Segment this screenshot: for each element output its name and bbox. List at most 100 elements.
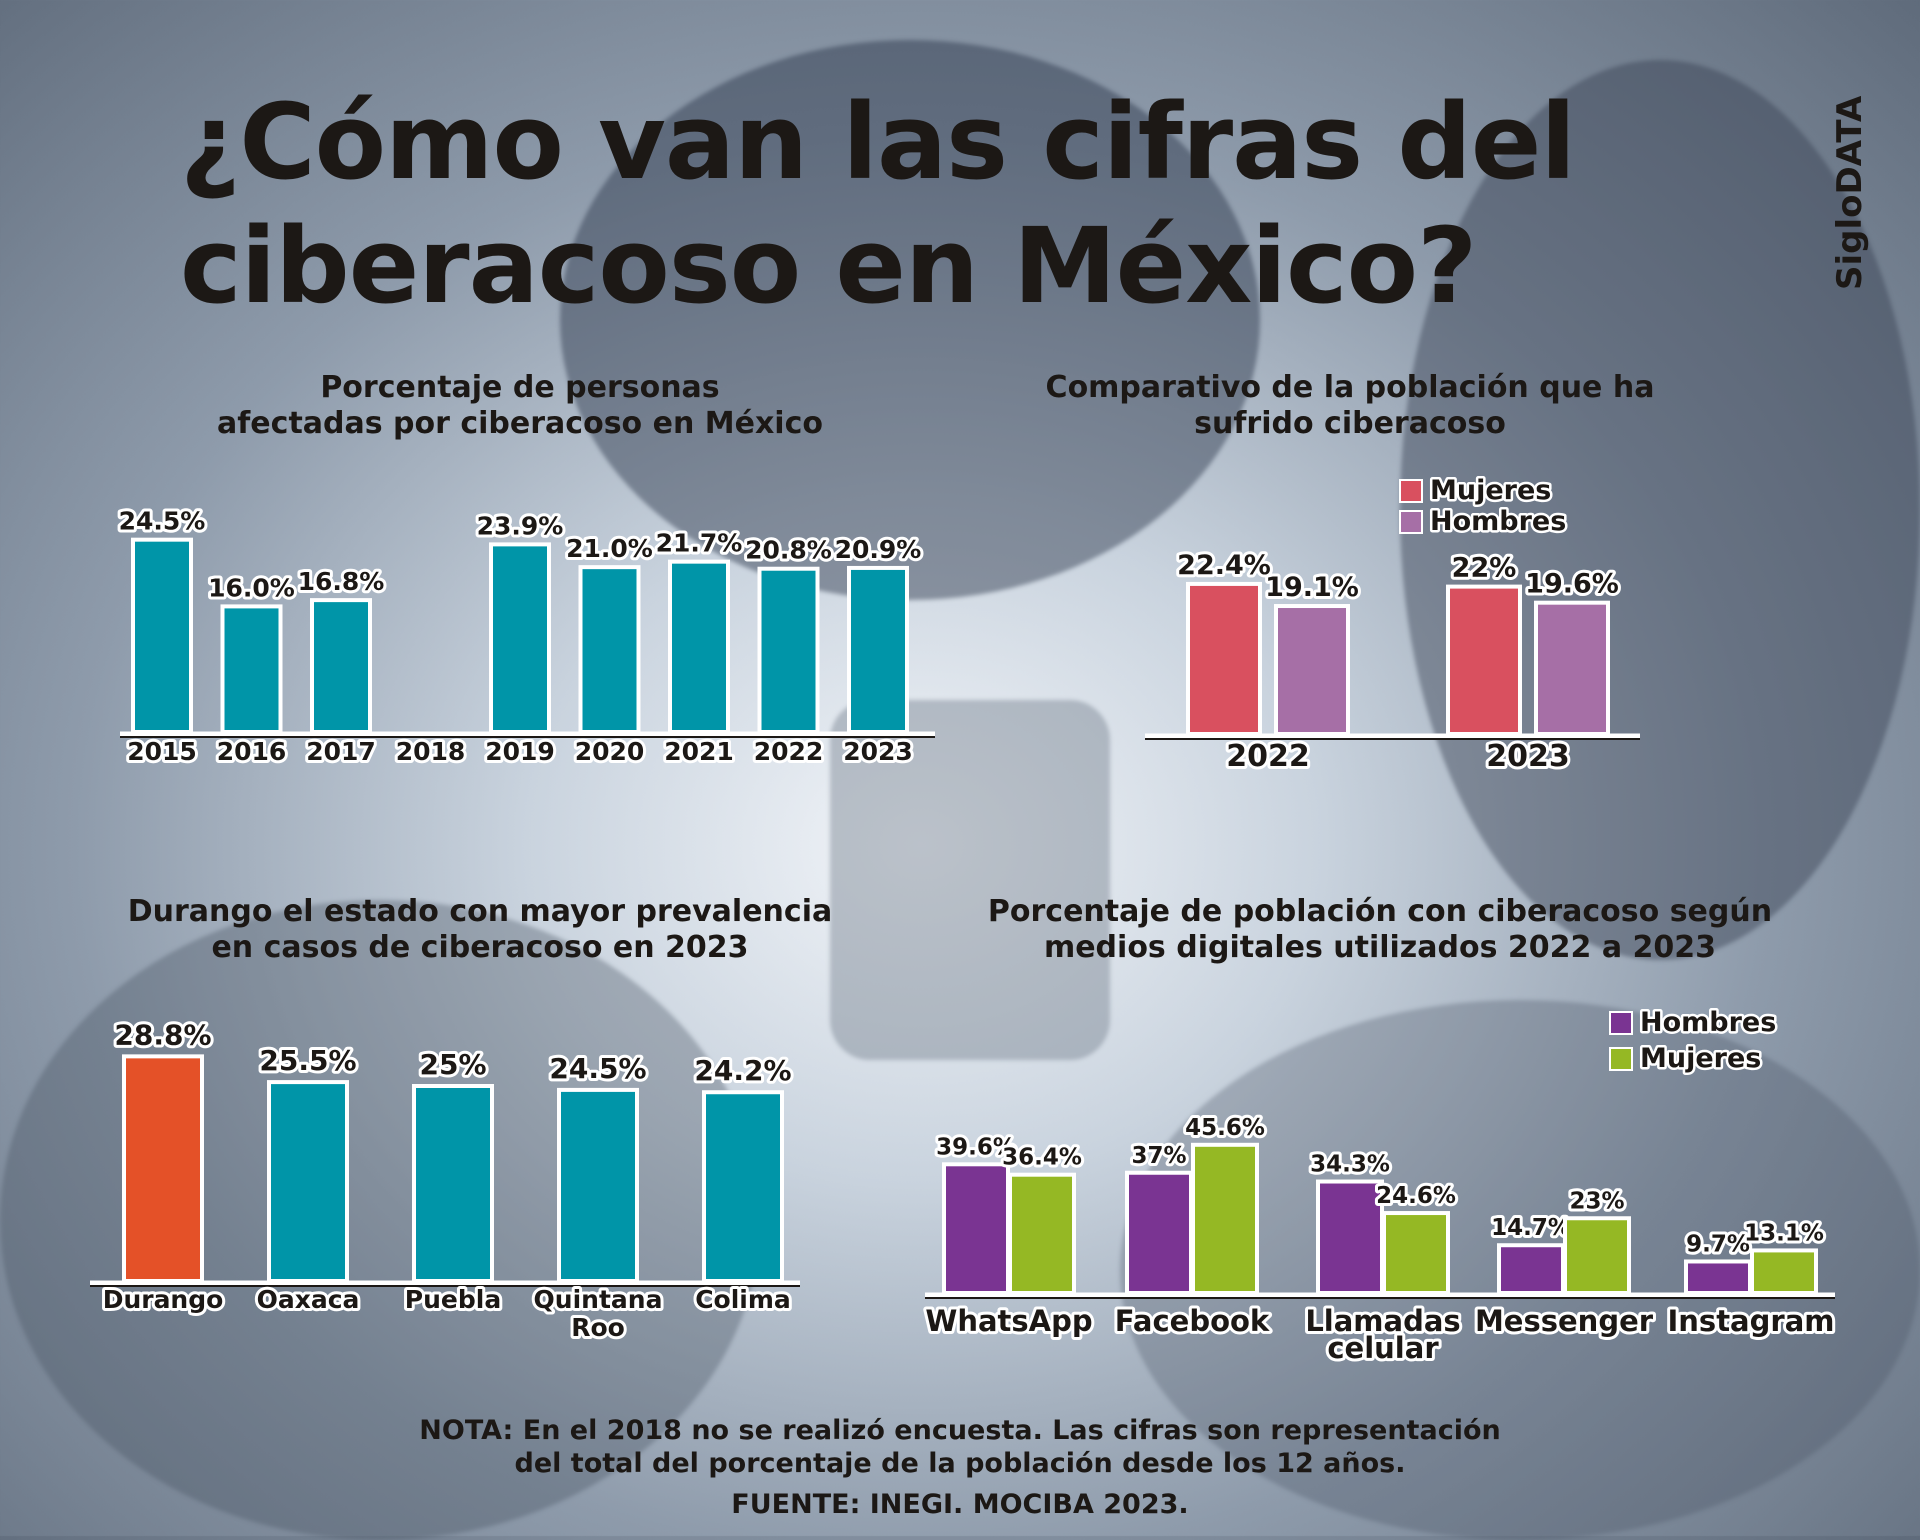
chart4-data-label-hombres-whatsapp: 39.6% [936, 1134, 1016, 1160]
background-shape [830, 700, 1110, 1060]
chart4-data-label-mujeres-llamadas-celular: 24.6% [1376, 1183, 1456, 1209]
background-shape [560, 40, 1260, 600]
chart2-data-label-hombres-2022: 19.1% [1265, 572, 1359, 603]
chart3-data-label-quintana-roo: 24.5% [549, 1052, 646, 1085]
chart1-bar-2016 [220, 604, 283, 735]
chart3-bar-colima [702, 1090, 784, 1283]
chart1-data-label-2022: 20.8% [745, 536, 832, 565]
main-title-line-2: ciberacoso en México? [180, 205, 1477, 327]
chart1-bar-2019 [489, 542, 551, 735]
chart4-data-label-mujeres-facebook: 45.6% [1185, 1115, 1265, 1141]
chart4-data-label-mujeres-messenger: 23% [1569, 1188, 1624, 1214]
chart4-bar-mujeres-facebook [1191, 1142, 1259, 1296]
chart1-data-label-2016: 16.0% [208, 573, 295, 602]
legend-label-mujeres: Mujeres [1640, 1043, 1761, 1074]
chart4-tick-label-llamadas-celular: Llamadas [1305, 1304, 1460, 1338]
main-title-line-1: ¿Cómo van las cifras del [180, 81, 1576, 203]
legend-label-hombres: Hombres [1640, 1007, 1776, 1038]
chart1-tick-label-2016: 2016 [217, 737, 287, 766]
chart4-bar-hombres-facebook [1125, 1170, 1193, 1295]
chart4-bar-mujeres-llamadas-celular [1382, 1211, 1450, 1296]
chart4-bar-hombres-messenger [1497, 1243, 1565, 1295]
chart3-tick-label-durango: Durango [103, 1285, 224, 1314]
chart-title-by-media: Porcentaje de población con ciberacoso s… [987, 894, 1773, 965]
background-shape [1400, 60, 1920, 960]
chart1-data-label-2017: 16.8% [298, 567, 385, 596]
chart2-data-label-mujeres-2023: 22% [1452, 553, 1517, 584]
main-title: ¿Cómo van las cifras del ciberacoso en M… [180, 80, 1680, 328]
chart-title-by-year: Porcentaje de personas afectadas por cib… [217, 370, 823, 441]
chart4-tick-label-facebook: Facebook [1115, 1304, 1270, 1338]
chart2-tick-label-2022: 2022 [1226, 739, 1310, 774]
chart3-tick-label-puebla: Puebla [405, 1285, 501, 1314]
chart4-bar-mujeres-instagram [1750, 1248, 1818, 1296]
chart3-bar-durango [122, 1054, 204, 1283]
chart4-tick-label-llamadas-celular-line-2: celular [1327, 1331, 1439, 1365]
chart4-tick-label-messenger: Messenger [1475, 1304, 1654, 1338]
chart1-data-label-2020: 21.0% [566, 534, 653, 563]
chart4-tick-label-whatsapp: WhatsApp [925, 1304, 1092, 1338]
chart4-bar-mujeres-messenger [1563, 1216, 1631, 1295]
chart4-bar-hombres-instagram [1684, 1259, 1752, 1295]
chart2-bar-mujeres-2023 [1446, 584, 1522, 736]
chart3-tick-label-quintana-roo: Quintana [534, 1285, 663, 1314]
legend-swatch-mujeres [1399, 479, 1423, 503]
chart1-data-label-2015: 24.5% [119, 507, 206, 536]
legend-swatch-mujeres [1609, 1047, 1633, 1071]
footer-source: FUENTE: INEGI. MOCIBA 2023. [731, 1489, 1189, 1520]
chart4-bar-hombres-whatsapp [942, 1162, 1010, 1296]
chart3-bar-quintana-roo [557, 1087, 639, 1284]
chart1-tick-label-2022: 2022 [754, 737, 824, 766]
chart4-data-label-hombres-messenger: 14.7% [1491, 1215, 1571, 1241]
chart2-tick-label-2023: 2023 [1486, 739, 1570, 774]
chart3-data-label-puebla: 25% [419, 1048, 486, 1081]
chart4-tick-label-instagram: Instagram [1668, 1304, 1835, 1338]
chart1-tick-label-2020: 2020 [575, 737, 645, 766]
chart4-bar-hombres-llamadas-celular [1316, 1179, 1384, 1296]
chart3-tick-label-quintana-roo-line-2: Roo [571, 1313, 625, 1342]
chart1-tick-label-2021: 2021 [664, 737, 734, 766]
chart3-tick-label-oaxaca: Oaxaca [257, 1285, 360, 1314]
chart1-tick-label-2019: 2019 [485, 737, 555, 766]
chart1-bar-2020 [578, 565, 641, 735]
chart2-data-label-hombres-2023: 19.6% [1525, 569, 1619, 600]
chart-title-by-gender: Comparativo de la población que ha sufri… [1045, 370, 1655, 441]
legend-label-hombres: Hombres [1430, 506, 1566, 537]
chart1-tick-label-2015: 2015 [127, 737, 197, 766]
chart3-bar-oaxaca [267, 1080, 349, 1283]
chart3-data-label-oaxaca: 25.5% [259, 1044, 356, 1077]
legend-label-mujeres: Mujeres [1430, 475, 1551, 506]
chart1-bar-2015 [131, 537, 193, 734]
footer-nota-line-1: NOTA: En el 2018 no se realizó encuesta.… [419, 1415, 1501, 1446]
chart1-data-label-2023: 20.9% [835, 535, 922, 564]
legend-swatch-hombres [1609, 1011, 1633, 1035]
chart4-data-label-mujeres-instagram: 13.1% [1744, 1220, 1824, 1246]
chart3-tick-label-colima: Colima [695, 1285, 791, 1314]
chart1-tick-label-2023: 2023 [843, 737, 913, 766]
chart4-data-label-hombres-instagram: 9.7% [1686, 1231, 1750, 1257]
chart1-bar-2023 [847, 565, 909, 734]
chart3-data-label-colima: 24.2% [694, 1054, 791, 1087]
chart1-bar-2017 [310, 598, 372, 734]
chart1-bar-2021 [668, 559, 730, 735]
chart2-bar-hombres-2023 [1534, 600, 1610, 736]
chart2-data-label-mujeres-2022: 22.4% [1177, 550, 1271, 581]
chart3-bar-puebla [412, 1084, 494, 1283]
chart1-tick-label-2017: 2017 [306, 737, 376, 766]
chart3-data-label-durango: 28.8% [114, 1018, 211, 1051]
legend-swatch-hombres [1399, 510, 1423, 534]
chart1-data-label-2021: 21.7% [656, 529, 743, 558]
chart4-data-label-hombres-facebook: 37% [1131, 1143, 1186, 1169]
chart4-data-label-hombres-llamadas-celular: 34.3% [1310, 1152, 1390, 1178]
chart2-bar-hombres-2022 [1274, 604, 1350, 737]
footer-note: NOTA: En el 2018 no se realizó encuesta.… [400, 1414, 1520, 1521]
chart-title-by-state: Durango el estado con mayor prevalencia … [127, 894, 833, 965]
chart4-bar-mujeres-whatsapp [1008, 1172, 1076, 1295]
footer-nota-line-2: del total del porcentaje de la población… [514, 1448, 1406, 1479]
chart1-bar-2022 [757, 566, 820, 734]
chart2-bar-mujeres-2022 [1186, 581, 1262, 736]
chart1-data-label-2019: 23.9% [477, 511, 564, 540]
chart1-tick-label-2018: 2018 [396, 737, 466, 766]
chart4-data-label-mujeres-whatsapp: 36.4% [1002, 1145, 1082, 1171]
